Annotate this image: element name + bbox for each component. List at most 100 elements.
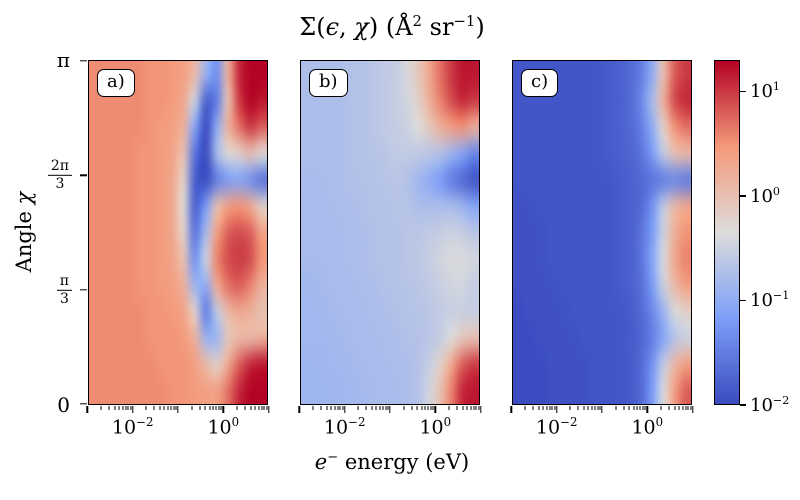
x-minor-tick-mark	[549, 405, 551, 410]
x-minor-tick-mark	[339, 405, 341, 410]
x-minor-tick-mark	[687, 405, 689, 410]
x-minor-tick-mark	[551, 405, 553, 410]
x-minor-tick-mark	[594, 405, 596, 410]
x-minor-tick-mark	[569, 405, 571, 410]
x-minor-tick-mark	[204, 405, 206, 410]
x-minor-tick-mark	[145, 405, 147, 410]
x-tick-mark	[510, 405, 513, 413]
colorbar	[714, 60, 740, 405]
x-minor-tick-mark	[220, 405, 222, 410]
x-minor-tick-mark	[690, 405, 692, 410]
x-minor-tick-mark	[130, 405, 132, 410]
x-minor-tick-mark	[337, 405, 339, 410]
y-tick-2pi3: 2π 3	[47, 159, 72, 191]
title-unit-exp2: −1	[453, 12, 476, 30]
x-minor-tick-mark	[342, 405, 344, 410]
x-minor-tick-mark	[678, 405, 680, 410]
x-minor-tick-mark	[175, 405, 177, 410]
x-minor-tick-mark	[167, 405, 169, 410]
x-tick-mark	[222, 405, 224, 413]
x-minor-tick-mark	[320, 405, 322, 410]
x-tick-mark	[86, 405, 89, 413]
x-minor-tick-mark	[173, 405, 175, 410]
x-minor-tick-mark	[330, 405, 332, 410]
x-minor-tick-mark	[615, 405, 617, 410]
x-minor-tick-mark	[642, 405, 644, 410]
title-sigma: Σ(	[299, 13, 326, 41]
x-minor-tick-mark	[427, 405, 429, 410]
x-tick-mark	[556, 405, 558, 413]
x-minor-tick-mark	[236, 405, 238, 410]
x-minor-tick-mark	[421, 405, 423, 410]
x-minor-tick-mark	[668, 405, 670, 410]
colorbar-tick-10e0: 100	[740, 185, 780, 207]
x-minor-tick-mark	[371, 405, 373, 410]
title-epsilon: ϵ	[325, 13, 340, 41]
x-tick-mark	[646, 405, 648, 413]
heatmap-canvas-a	[89, 61, 267, 404]
colorbar-tick-mark	[740, 299, 746, 302]
x-minor-tick-mark	[100, 405, 102, 410]
x-minor-tick-mark	[462, 405, 464, 410]
x-minor-tick-mark	[382, 405, 384, 410]
y-tick-zero: 0	[57, 393, 70, 417]
title-unit-exp: 2	[412, 12, 423, 30]
x-minor-tick-mark	[430, 405, 432, 410]
x-tick-label: 100	[207, 414, 240, 438]
colorbar-ticks: 101 100 10−1 10−2	[740, 60, 800, 416]
title-chi: χ	[354, 13, 369, 41]
x-minor-tick-mark	[403, 405, 405, 410]
x-minor-tick-mark	[644, 405, 646, 410]
x-minor-tick-mark	[682, 405, 684, 410]
colorbar-tick-10e-1: 10−1	[740, 289, 789, 311]
x-tick-mark	[691, 405, 694, 413]
panel-label-b: b)	[309, 69, 348, 98]
x-minor-tick-mark	[466, 405, 468, 410]
x-axis-ticks-c: 10−2 100	[510, 405, 694, 448]
x-tick-mark	[601, 405, 603, 413]
colorbar-tick-mark	[740, 195, 746, 197]
x-minor-tick-mark	[385, 405, 387, 410]
x-minor-tick-mark	[108, 405, 110, 410]
x-tick-mark	[267, 405, 270, 413]
heatmap-panel-a: a) 10−2 100	[80, 60, 270, 438]
x-minor-tick-mark	[432, 405, 434, 410]
title-unit-sr: sr	[422, 13, 454, 41]
x-minor-tick-mark	[532, 405, 534, 410]
x-minor-tick-mark	[125, 405, 127, 410]
x-label-text: energy (eV)	[338, 450, 470, 474]
x-minor-tick-mark	[599, 405, 601, 410]
x-minor-tick-mark	[209, 405, 211, 410]
x-minor-tick-mark	[478, 405, 480, 410]
x-minor-tick-mark	[218, 405, 220, 410]
title-close: )	[368, 13, 379, 41]
x-tick-label: 10−2	[535, 414, 578, 438]
x-minor-tick-mark	[387, 405, 389, 410]
x-minor-tick-mark	[199, 405, 201, 410]
heatmap-panel-c: c) 10−2 100	[510, 60, 694, 438]
x-minor-tick-mark	[153, 405, 155, 410]
x-minor-tick-mark	[263, 405, 265, 410]
x-minor-tick-mark	[411, 405, 413, 410]
x-axis-ticks-b: 10−2 100	[298, 405, 482, 448]
x-minor-tick-mark	[215, 405, 217, 410]
x-tick-mark	[344, 405, 346, 413]
y-tick-pi: π	[56, 48, 70, 72]
figure-title: Σ(ϵ, χ) (Å2 sr−1)	[299, 12, 485, 41]
x-minor-tick-mark	[379, 405, 381, 410]
colorbar-tick-10e1: 101	[740, 80, 780, 102]
heatmap-panel-b: b) 10−2 100	[298, 60, 482, 438]
heatmap-canvas-b	[301, 61, 479, 404]
x-minor-tick-mark	[456, 405, 458, 410]
x-minor-tick-mark	[114, 405, 116, 410]
x-minor-tick-mark	[470, 405, 472, 410]
x-tick-mark	[389, 405, 391, 413]
panel-label-c: c)	[521, 69, 559, 98]
x-minor-tick-mark	[633, 405, 635, 410]
x-minor-tick-mark	[583, 405, 585, 410]
colorbar-tick-mark	[740, 404, 746, 406]
colorbar-tick-mark	[740, 90, 746, 93]
